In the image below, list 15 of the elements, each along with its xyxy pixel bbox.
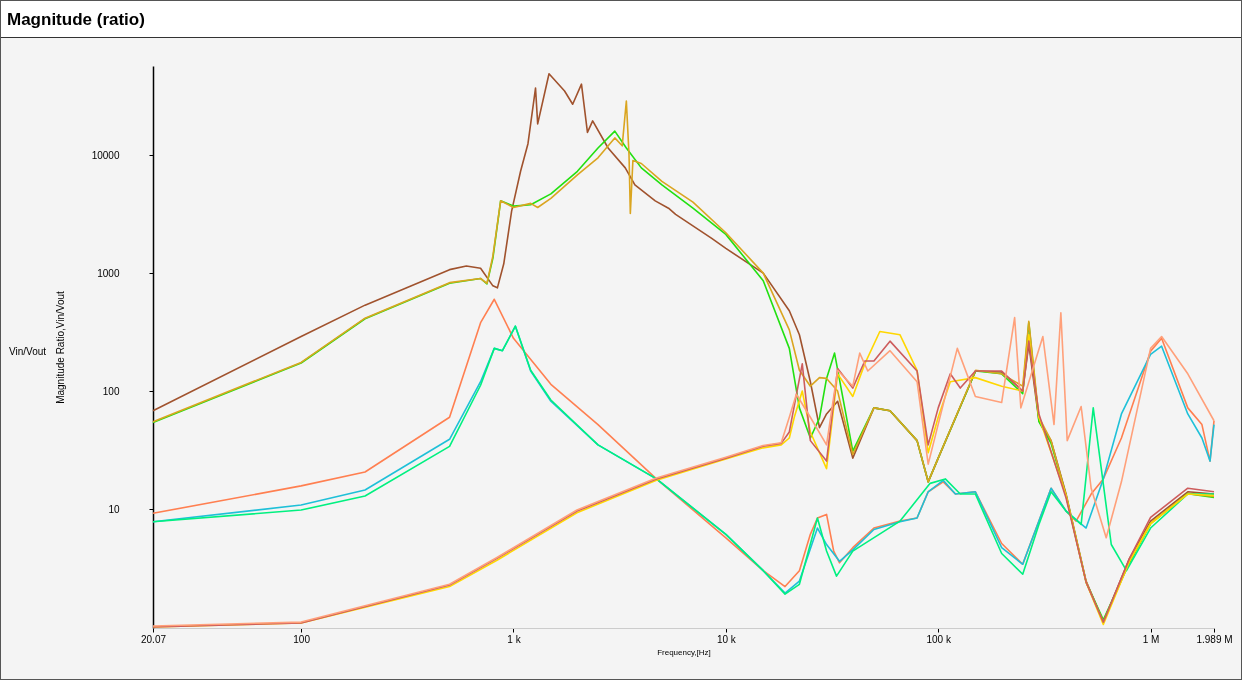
chart-title: Magnitude (ratio): [1, 1, 1241, 38]
x-axis-title: Frequency,[Hz]: [657, 647, 711, 657]
x-tick-label: 1.989 M: [1196, 633, 1233, 645]
x-tick-label: 20.07: [140, 633, 167, 645]
y-tick-label: 10000: [91, 149, 120, 161]
x-tick-label: 100: [293, 633, 311, 645]
y-tick-label: 10: [108, 503, 120, 515]
x-tick-label: 1 M: [1142, 633, 1160, 645]
y-tick-label: 1000: [97, 267, 120, 279]
y-tick-label: 100: [102, 385, 120, 397]
x-tick-label: 1 k: [507, 633, 522, 645]
text: Vin/Vout: [9, 346, 47, 357]
x-tick-label: 100 k: [926, 633, 952, 645]
y-axis-title: Magnitude Ratio,Vin/Vout: [54, 290, 66, 404]
x-tick-label: 10 k: [716, 633, 737, 645]
